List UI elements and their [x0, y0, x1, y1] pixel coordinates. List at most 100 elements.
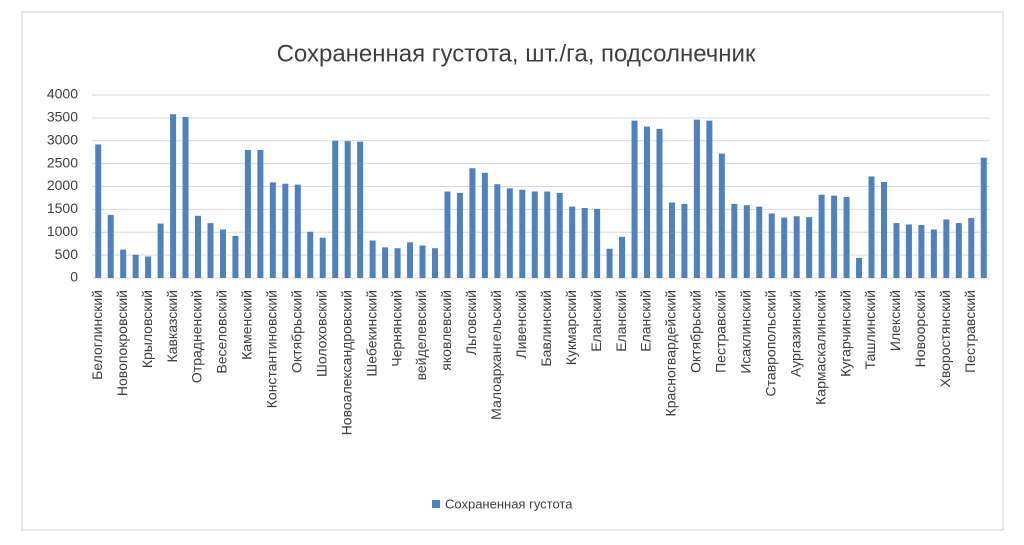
bar: [930, 229, 937, 278]
bar: [431, 248, 438, 278]
bar: [182, 116, 189, 279]
bar: [581, 208, 588, 278]
x-tick-label: Еланский: [638, 290, 654, 352]
x-tick-label: Белоглинский: [89, 290, 105, 380]
bar: [955, 223, 962, 278]
bar: [594, 208, 601, 278]
bar: [170, 114, 177, 278]
bar: [793, 216, 800, 278]
bar: [307, 231, 314, 278]
y-tick-label: 2000: [47, 177, 78, 193]
x-tick-label: Кавказский: [164, 290, 180, 362]
bar: [294, 184, 301, 278]
x-tick-label: Чернянский: [388, 290, 404, 367]
y-tick-label: 3500: [47, 109, 78, 125]
x-tick-label: яковлевский: [438, 290, 454, 371]
x-tick-label: Кукмарский: [563, 290, 579, 365]
x-tick-label: Отрадненский: [189, 290, 205, 383]
bar: [718, 153, 725, 278]
bar: [756, 206, 763, 278]
bar: [656, 128, 663, 278]
x-tick-label: Пестравский: [713, 290, 729, 373]
x-tick-label: Аургазинский: [787, 290, 803, 377]
bar: [644, 126, 651, 278]
chart-title: Сохраненная густота, шт./га, подсолнечни…: [277, 40, 756, 67]
y-tick-label: 3000: [47, 131, 78, 147]
bar: [831, 195, 838, 278]
bar: [95, 144, 102, 278]
x-tick-label: Кугарчинский: [837, 290, 853, 377]
bar: [868, 176, 875, 278]
x-tick-label: вейделевский: [413, 290, 429, 380]
bar: [681, 203, 688, 278]
bar: [519, 189, 526, 278]
bar: [132, 254, 139, 278]
x-tick-label: Исаклинский: [737, 290, 753, 374]
bar: [469, 168, 476, 278]
bar: [731, 203, 738, 278]
bar: [880, 181, 887, 278]
bar: [631, 120, 638, 279]
y-tick-label: 1000: [47, 223, 78, 239]
bar: [319, 237, 326, 278]
bar: [219, 229, 226, 278]
bar: [107, 214, 114, 278]
bar: [444, 191, 451, 278]
bar: [369, 240, 376, 278]
bar: [120, 249, 127, 278]
bar: [693, 119, 700, 278]
bar: [918, 224, 925, 278]
bar: [856, 257, 863, 278]
bar: [606, 248, 613, 278]
x-tick-label: Веселовский: [214, 290, 230, 374]
bar: [257, 149, 264, 278]
bar: [244, 149, 251, 278]
x-tick-label: Новоалександровский: [338, 290, 354, 435]
bar: [893, 223, 900, 278]
bar: [382, 247, 389, 278]
x-tick-label: Еланский: [613, 290, 629, 352]
y-tick-label: 4000: [47, 86, 78, 102]
bar: [282, 183, 289, 278]
x-tick-label: Крыловский: [139, 290, 155, 368]
bar: [706, 120, 713, 279]
bar: [407, 242, 414, 278]
bar: [481, 172, 488, 278]
bar: [968, 218, 975, 278]
x-tick-label: Малоархангельский: [488, 290, 504, 420]
x-tick-label: Шолоховский: [313, 290, 329, 377]
bar: [544, 191, 551, 278]
x-tick-label: Хворостянский: [937, 290, 953, 387]
bar: [344, 141, 351, 278]
bar: [668, 202, 675, 278]
bar: [980, 157, 987, 278]
bar: [145, 256, 152, 278]
bar: [207, 223, 214, 278]
bar: [768, 213, 775, 278]
x-tick-label: Льговский: [463, 290, 479, 355]
y-tick-label: 0: [70, 269, 78, 285]
bar: [781, 217, 788, 278]
bar: [818, 194, 825, 278]
x-tick-label: Пестравский: [962, 290, 978, 373]
y-tick-label: 2500: [47, 154, 78, 170]
bar: [269, 182, 276, 278]
x-tick-label: Каменский: [239, 290, 255, 360]
x-tick-label: Кармаскалинский: [812, 290, 828, 405]
bar: [569, 206, 576, 278]
bar: [332, 140, 339, 278]
bar: [843, 197, 850, 278]
x-tick-label: Константиновский: [264, 290, 280, 408]
bar: [905, 224, 912, 278]
bar: [556, 192, 563, 278]
bar: [494, 184, 501, 278]
bar: [743, 205, 750, 278]
bar: [531, 191, 538, 278]
x-tick-label: Новопокровский: [114, 290, 130, 396]
bar: [195, 215, 202, 278]
bar: [157, 223, 164, 278]
bar: [394, 248, 401, 278]
x-tick-label: Ставропольский: [762, 290, 778, 396]
bar: [232, 235, 239, 278]
